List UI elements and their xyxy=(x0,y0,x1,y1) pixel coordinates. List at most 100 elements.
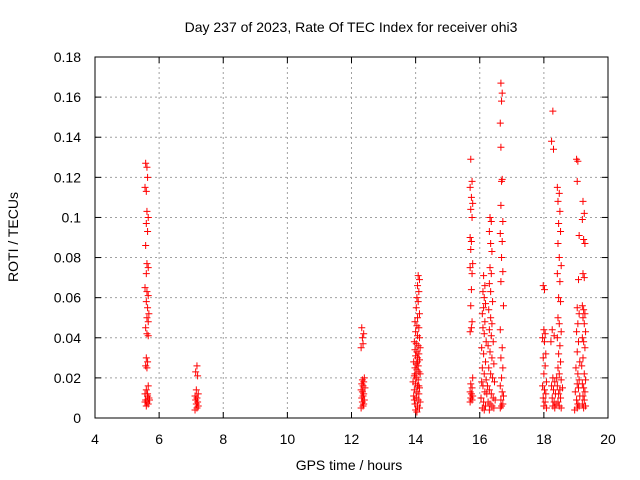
data-point xyxy=(143,364,151,372)
data-point xyxy=(487,288,495,296)
data-point xyxy=(555,370,563,378)
data-point xyxy=(143,163,151,171)
data-point xyxy=(542,404,550,412)
data-point xyxy=(414,282,422,290)
data-point xyxy=(541,338,549,346)
data-point xyxy=(489,374,497,382)
data-point xyxy=(358,334,366,342)
data-point xyxy=(553,374,561,382)
data-point xyxy=(580,236,588,244)
data-point xyxy=(487,332,495,340)
data-point xyxy=(549,107,557,115)
data-point xyxy=(557,404,565,412)
data-point xyxy=(192,386,200,394)
data-point xyxy=(466,264,474,272)
data-point xyxy=(485,306,493,314)
data-point xyxy=(578,362,586,370)
data-point xyxy=(468,177,476,185)
data-point xyxy=(482,376,490,384)
data-point xyxy=(580,384,588,392)
data-point xyxy=(580,320,588,328)
data-point xyxy=(468,384,476,392)
data-point xyxy=(415,276,423,284)
data-point xyxy=(486,213,494,221)
tick-labels: 4 6 8 10 12 14 16 18 20 0 0.02 0.04 0.06 0.08 0.1 0.12 0… xyxy=(54,49,616,447)
data-point xyxy=(497,396,505,404)
data-point xyxy=(497,201,505,209)
data-point xyxy=(580,274,588,282)
data-point xyxy=(414,376,422,384)
data-point xyxy=(575,376,583,384)
data-point xyxy=(480,350,488,358)
y-tick-label: 0.14 xyxy=(54,129,81,145)
data-point xyxy=(411,370,419,378)
data-point xyxy=(485,386,493,394)
x-tick-label: 14 xyxy=(408,431,424,447)
data-point xyxy=(580,396,588,404)
data-point xyxy=(553,334,561,342)
data-point xyxy=(554,398,562,406)
data-point xyxy=(496,119,504,127)
data-point xyxy=(487,240,495,248)
data-point xyxy=(499,392,507,400)
data-point xyxy=(580,338,588,346)
data-point xyxy=(497,79,505,87)
data-point xyxy=(477,394,485,402)
data-point xyxy=(579,354,587,362)
data-point xyxy=(481,282,489,290)
data-point xyxy=(487,370,495,378)
data-point xyxy=(579,314,587,322)
data-point xyxy=(143,288,151,296)
data-point xyxy=(467,246,475,254)
data-point xyxy=(142,386,150,394)
data-point xyxy=(574,157,582,165)
y-tick-label: 0.1 xyxy=(62,209,82,225)
data-point xyxy=(144,227,152,235)
data-point xyxy=(580,209,588,217)
data-point xyxy=(580,404,588,412)
data-point xyxy=(359,340,367,348)
data-point xyxy=(142,402,150,410)
data-point xyxy=(487,314,495,322)
data-point xyxy=(539,394,547,402)
data-point xyxy=(557,298,565,306)
data-point xyxy=(469,260,477,268)
data-point xyxy=(547,338,555,346)
data-point xyxy=(581,310,589,318)
data-point xyxy=(542,350,550,358)
data-point xyxy=(412,328,420,336)
data-point xyxy=(143,314,151,322)
data-point xyxy=(541,386,549,394)
data-point xyxy=(143,260,151,268)
data-point xyxy=(467,286,475,294)
data-point xyxy=(485,406,493,414)
data-point xyxy=(498,238,506,246)
data-point xyxy=(411,318,419,326)
y-tick-label: 0 xyxy=(73,410,81,426)
x-tick-label: 4 xyxy=(91,431,99,447)
data-point xyxy=(415,382,423,390)
data-point xyxy=(555,320,563,328)
data-point xyxy=(573,348,581,356)
data-point xyxy=(579,392,587,400)
x-tick-label: 8 xyxy=(219,431,227,447)
data-points xyxy=(141,79,590,416)
data-point xyxy=(548,394,556,402)
data-point xyxy=(144,382,152,390)
data-point xyxy=(541,330,549,338)
data-point xyxy=(490,378,498,386)
data-point xyxy=(574,320,582,328)
data-point xyxy=(485,280,493,288)
y-tick-label: 0.04 xyxy=(54,330,81,346)
data-point xyxy=(466,183,474,191)
data-point xyxy=(555,390,563,398)
data-point xyxy=(499,268,507,276)
data-point xyxy=(412,304,420,312)
x-tick-label: 12 xyxy=(344,431,360,447)
data-point xyxy=(357,404,365,412)
data-point xyxy=(142,298,150,306)
y-axis-label: ROTI / TECUs xyxy=(5,192,21,282)
data-point xyxy=(466,328,474,336)
data-point xyxy=(576,358,584,366)
